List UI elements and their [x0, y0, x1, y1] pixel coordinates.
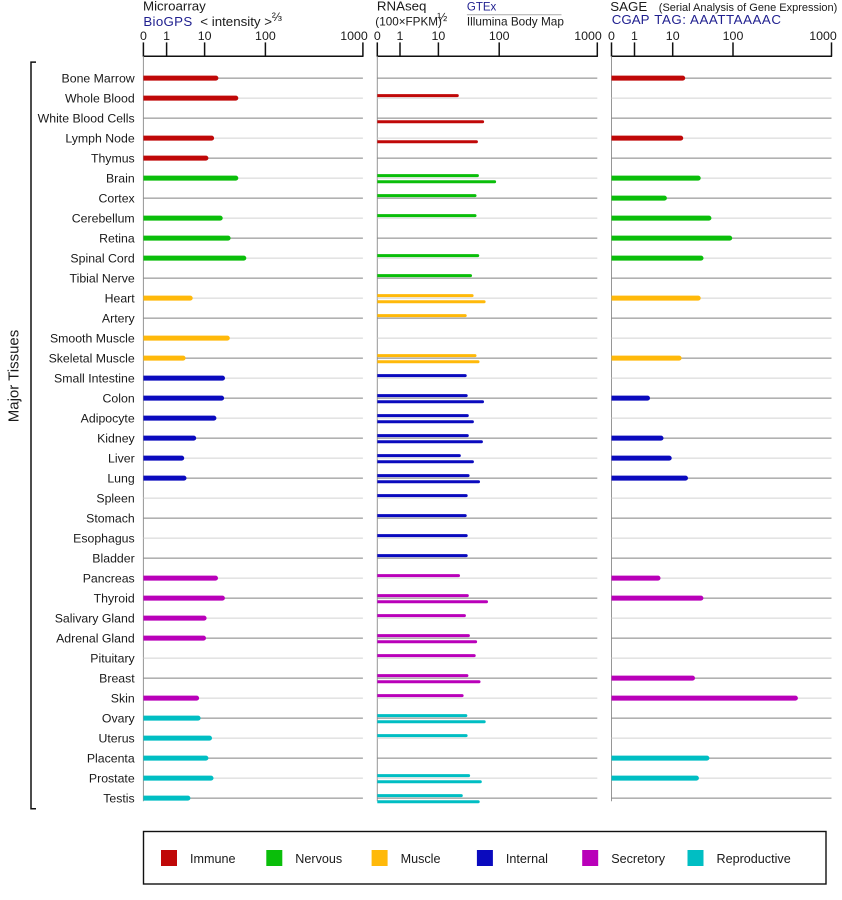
- svg-text:Skin: Skin: [111, 691, 135, 705]
- svg-text:Cerebellum: Cerebellum: [72, 211, 135, 225]
- svg-text:Adrenal Gland: Adrenal Gland: [56, 631, 135, 645]
- svg-text:⅔: ⅔: [272, 10, 282, 24]
- svg-text:Thyroid: Thyroid: [94, 591, 135, 605]
- svg-text:Spinal Cord: Spinal Cord: [70, 251, 134, 265]
- svg-text:Testis: Testis: [103, 791, 134, 805]
- svg-text:Ovary: Ovary: [102, 711, 136, 725]
- svg-text:Nervous: Nervous: [295, 852, 342, 866]
- svg-text:GTEx: GTEx: [467, 2, 497, 14]
- svg-text:100: 100: [255, 29, 276, 43]
- svg-text:Secretory: Secretory: [611, 852, 666, 866]
- svg-text:Retina: Retina: [99, 231, 135, 245]
- svg-text:< intensity >: < intensity >: [200, 14, 272, 29]
- svg-text:Major Tissues: Major Tissues: [6, 330, 23, 423]
- svg-text:100: 100: [723, 29, 744, 43]
- svg-text:Esophagus: Esophagus: [73, 531, 135, 545]
- svg-text:100: 100: [489, 29, 510, 43]
- svg-text:10: 10: [198, 29, 212, 43]
- svg-text:Uterus: Uterus: [98, 731, 134, 745]
- svg-text:Reproductive: Reproductive: [717, 852, 791, 866]
- svg-text:10: 10: [666, 29, 680, 43]
- svg-text:1: 1: [397, 29, 404, 43]
- svg-text:Placenta: Placenta: [87, 751, 135, 765]
- svg-text:Liver: Liver: [108, 451, 135, 465]
- svg-text:Smooth Muscle: Smooth Muscle: [50, 331, 135, 345]
- svg-text:Artery: Artery: [102, 311, 136, 325]
- svg-text:1000: 1000: [809, 29, 837, 43]
- svg-text:Thymus: Thymus: [91, 151, 135, 165]
- svg-text:Bladder: Bladder: [92, 551, 134, 565]
- svg-text:Muscle: Muscle: [401, 852, 441, 866]
- svg-text:Prostate: Prostate: [89, 771, 135, 785]
- svg-text:Lymph Node: Lymph Node: [65, 131, 134, 145]
- svg-text:Skeletal Muscle: Skeletal Muscle: [49, 351, 135, 365]
- svg-text:Colon: Colon: [103, 391, 135, 405]
- svg-text:1000: 1000: [340, 29, 368, 43]
- svg-text:Spleen: Spleen: [96, 491, 134, 505]
- svg-text:Pituitary: Pituitary: [90, 651, 135, 665]
- svg-text:CGAP: CGAP: [612, 12, 650, 27]
- svg-text:Breast: Breast: [99, 671, 135, 685]
- svg-text:1000: 1000: [574, 29, 602, 43]
- svg-text:Pancreas: Pancreas: [83, 571, 135, 585]
- svg-text:Tibial Nerve: Tibial Nerve: [70, 271, 135, 285]
- svg-text:Small Intestine: Small Intestine: [54, 371, 135, 385]
- svg-text:1: 1: [631, 29, 638, 43]
- svg-text:(100×FPKM): (100×FPKM): [375, 16, 442, 29]
- svg-text:½: ½: [437, 10, 447, 24]
- svg-text:0: 0: [608, 29, 615, 43]
- svg-text:10: 10: [432, 29, 446, 43]
- svg-text:White Blood Cells: White Blood Cells: [38, 111, 135, 125]
- svg-text:Brain: Brain: [106, 171, 135, 185]
- svg-text:Whole Blood: Whole Blood: [65, 91, 135, 105]
- svg-text:TAG: AAATTAAAAC: TAG: AAATTAAAAC: [654, 12, 781, 27]
- svg-text:Illumina Body Map: Illumina Body Map: [467, 15, 564, 29]
- svg-text:Bone Marrow: Bone Marrow: [62, 71, 135, 85]
- svg-text:Cortex: Cortex: [98, 191, 135, 205]
- svg-text:Heart: Heart: [105, 291, 136, 305]
- svg-text:Adipocyte: Adipocyte: [81, 411, 135, 425]
- svg-text:BioGPS: BioGPS: [143, 14, 192, 29]
- svg-text:Stomach: Stomach: [86, 511, 135, 525]
- svg-text:0: 0: [140, 29, 147, 43]
- svg-text:SAGE: SAGE: [610, 0, 647, 14]
- svg-text:Kidney: Kidney: [97, 431, 135, 445]
- svg-text:Microarray: Microarray: [143, 0, 206, 14]
- svg-text:(Serial Analysis of Gene Expre: (Serial Analysis of Gene Expression): [659, 2, 838, 14]
- svg-text:1: 1: [163, 29, 170, 43]
- svg-text:RNAseq: RNAseq: [377, 0, 427, 14]
- svg-text:Salivary Gland: Salivary Gland: [55, 611, 135, 625]
- svg-text:0: 0: [374, 29, 381, 43]
- svg-text:Immune: Immune: [190, 852, 236, 866]
- svg-text:Internal: Internal: [506, 852, 548, 866]
- svg-text:Lung: Lung: [107, 471, 135, 485]
